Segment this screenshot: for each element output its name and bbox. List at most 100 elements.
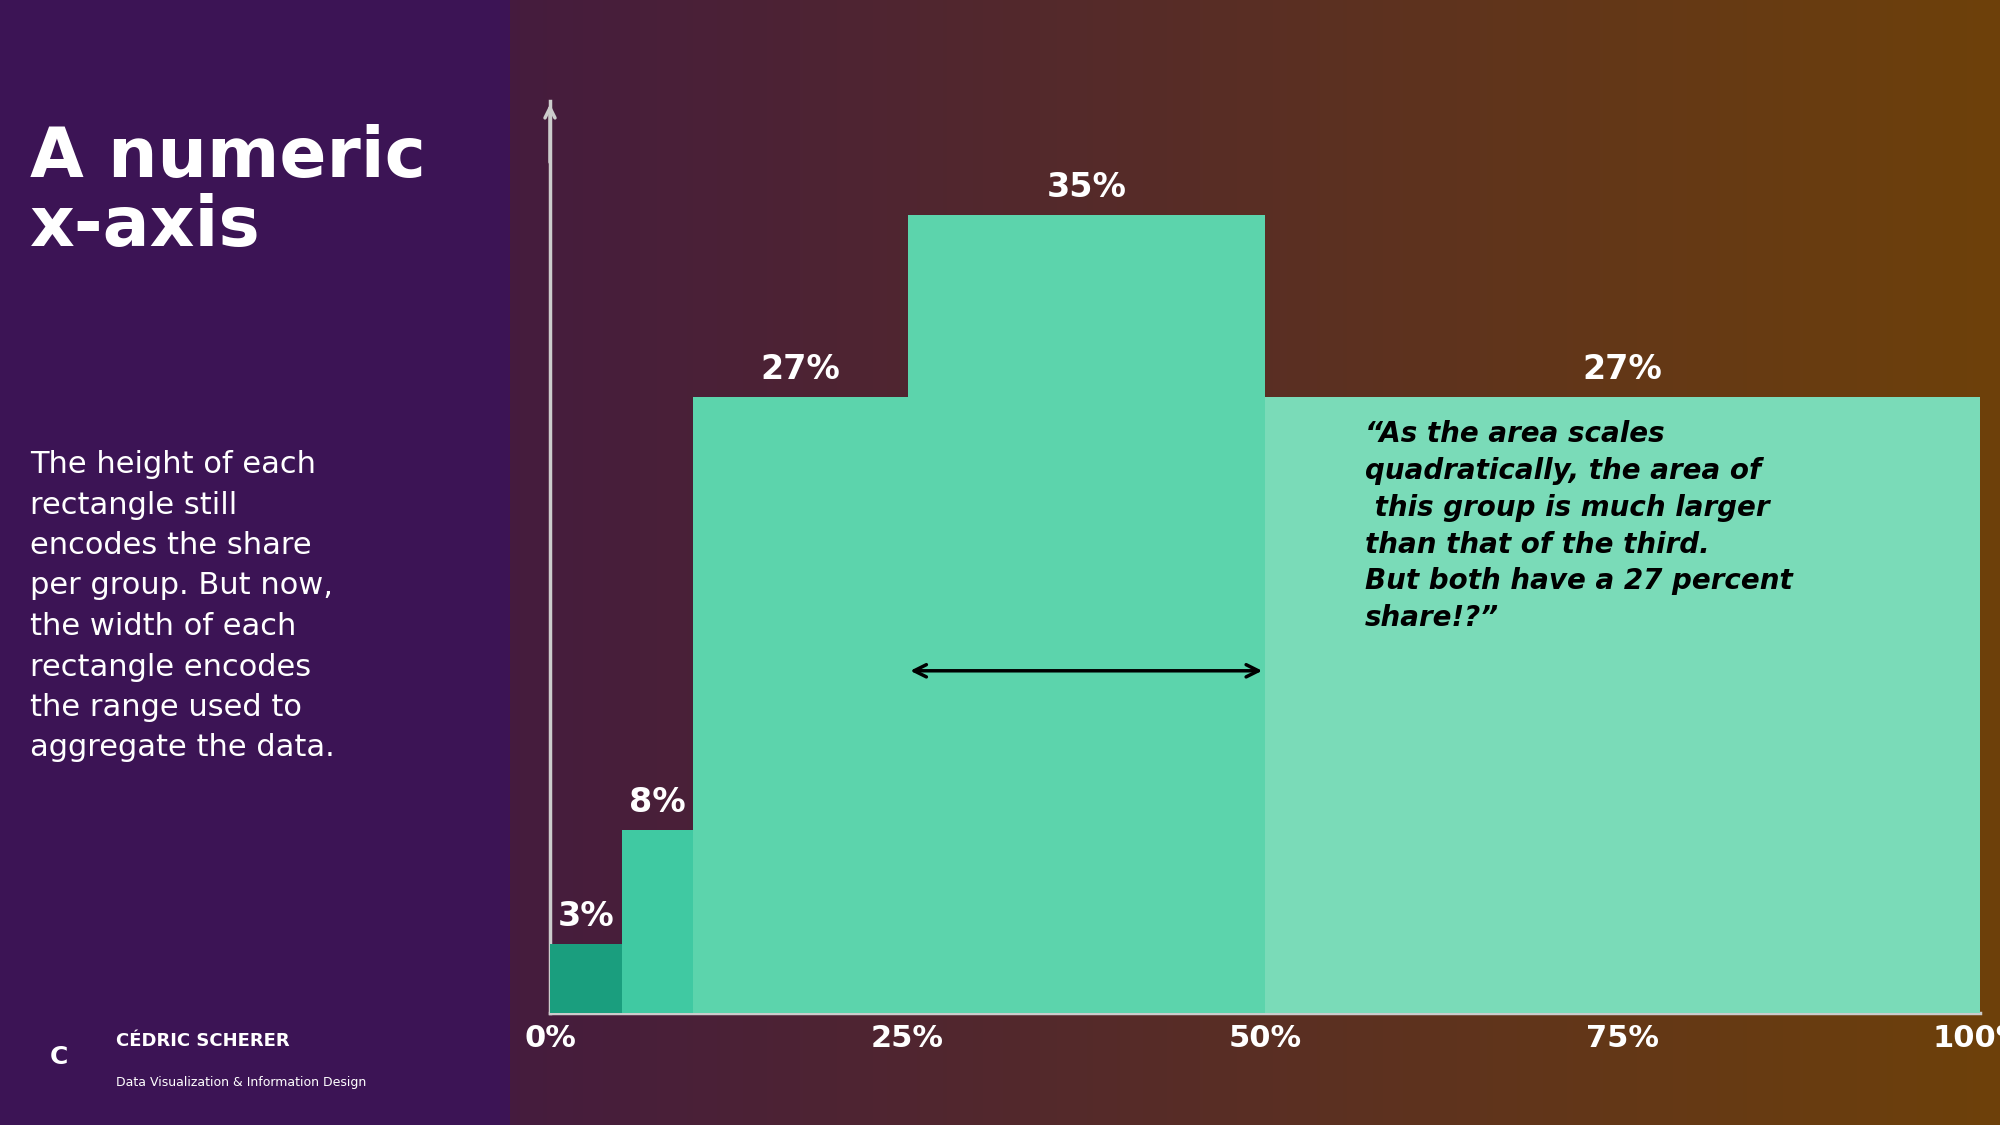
Bar (916, 0, 922, 1125)
Bar (1136, 0, 1142, 1125)
Bar (1174, 0, 1178, 1125)
Bar (1126, 0, 1132, 1125)
Bar (1626, 0, 1632, 1125)
Bar (1366, 0, 1372, 1125)
Bar (1386, 0, 1392, 1125)
Bar (1804, 0, 1808, 1125)
Bar (1774, 0, 1778, 1125)
Bar (1310, 0, 1316, 1125)
Bar (1314, 0, 1318, 1125)
Bar (740, 0, 746, 1125)
Bar (354, 0, 358, 1125)
Bar (320, 0, 326, 1125)
Bar (1046, 0, 1052, 1125)
Bar (1216, 0, 1222, 1125)
Bar (830, 0, 836, 1125)
Bar (166, 0, 172, 1125)
Bar (816, 0, 822, 1125)
Bar (844, 0, 848, 1125)
Bar (970, 0, 976, 1125)
Bar (826, 0, 832, 1125)
Bar (256, 0, 262, 1125)
Bar (1254, 0, 1258, 1125)
Bar (1410, 0, 1416, 1125)
Bar (304, 0, 308, 1125)
Bar (1856, 0, 1862, 1125)
Bar (1786, 0, 1792, 1125)
Bar (908, 215, 1266, 1013)
Bar (1920, 0, 1926, 1125)
Bar (1834, 0, 1838, 1125)
Bar (1954, 0, 1958, 1125)
Bar (1884, 0, 1888, 1125)
Bar (1816, 0, 1822, 1125)
Bar (1800, 0, 1806, 1125)
Bar (324, 0, 328, 1125)
Bar (494, 0, 498, 1125)
Bar (76, 0, 82, 1125)
Bar (1066, 0, 1072, 1125)
Bar (364, 0, 368, 1125)
Bar (164, 0, 168, 1125)
Bar (1280, 0, 1286, 1125)
Bar (1000, 0, 1006, 1125)
Bar (610, 0, 616, 1125)
Bar (880, 0, 886, 1125)
Bar (230, 0, 236, 1125)
Bar (1494, 0, 1498, 1125)
Bar (1436, 0, 1442, 1125)
Bar (846, 0, 852, 1125)
Bar (780, 0, 786, 1125)
Bar (1290, 0, 1296, 1125)
Bar (84, 0, 88, 1125)
Bar (510, 0, 516, 1125)
Bar (1220, 0, 1226, 1125)
Bar (210, 0, 216, 1125)
Bar (174, 0, 178, 1125)
Bar (484, 0, 488, 1125)
Bar (574, 0, 578, 1125)
Bar (1926, 0, 1932, 1125)
Bar (404, 0, 408, 1125)
Bar (1320, 0, 1326, 1125)
Bar (1670, 0, 1676, 1125)
Bar (1324, 0, 1328, 1125)
Bar (1870, 0, 1876, 1125)
Bar (110, 0, 116, 1125)
Bar (254, 0, 258, 1125)
Bar (534, 0, 538, 1125)
Bar (500, 0, 506, 1125)
Bar (1906, 0, 1912, 1125)
Bar (994, 0, 998, 1125)
Bar (46, 0, 52, 1125)
Bar (1750, 0, 1756, 1125)
Bar (410, 0, 416, 1125)
Bar (1614, 0, 1618, 1125)
Bar (1564, 0, 1568, 1125)
Bar (696, 0, 702, 1125)
Bar (1224, 0, 1228, 1125)
Bar (206, 0, 212, 1125)
Bar (894, 0, 898, 1125)
Bar (1806, 0, 1812, 1125)
Bar (444, 0, 448, 1125)
Bar (1850, 0, 1856, 1125)
Bar (340, 0, 346, 1125)
Bar (760, 0, 766, 1125)
Bar (100, 0, 106, 1125)
Bar (1630, 0, 1636, 1125)
Bar (1476, 0, 1482, 1125)
Bar (726, 0, 732, 1125)
Bar (1764, 0, 1768, 1125)
Bar (1936, 0, 1942, 1125)
Bar (264, 0, 268, 1125)
Bar (1924, 0, 1928, 1125)
Bar (506, 0, 512, 1125)
Bar (1104, 0, 1108, 1125)
Bar (1524, 0, 1528, 1125)
Bar (1020, 0, 1026, 1125)
Bar (1346, 0, 1352, 1125)
Bar (216, 0, 222, 1125)
Bar (140, 0, 146, 1125)
Bar (1034, 0, 1038, 1125)
